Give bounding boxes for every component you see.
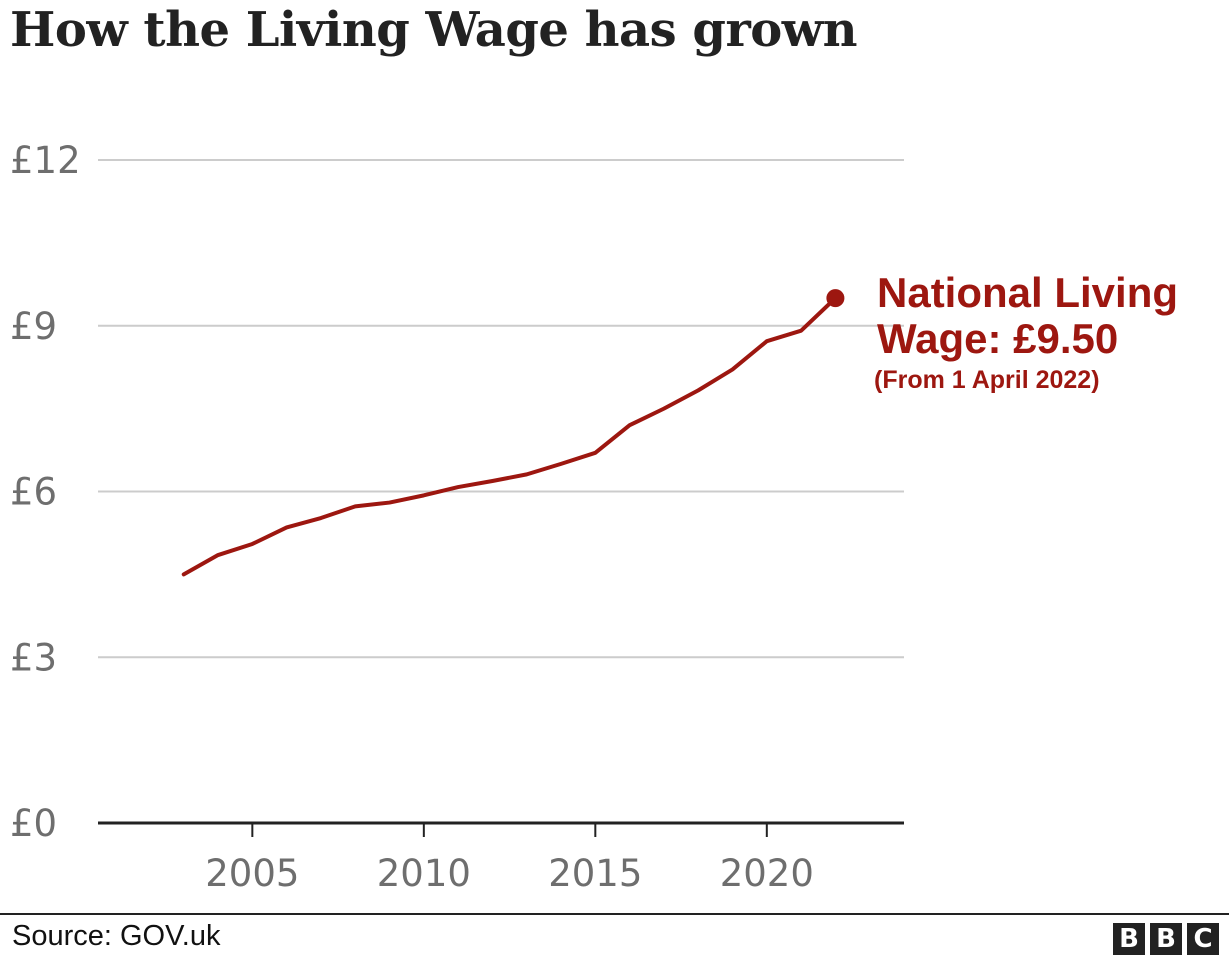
y-tick-label: £12 [10,139,81,182]
x-tick-label: 2005 [205,852,299,895]
bbc-logo: B B C [1113,923,1219,955]
x-tick-label: 2020 [720,852,814,895]
highlight-point [826,289,845,308]
footer-divider [0,913,1229,915]
highlight-annotation: National Living Wage: £9.50 [877,270,1178,362]
x-tick-label: 2010 [377,852,471,895]
logo-letter: B [1150,923,1182,955]
series-group [181,289,845,577]
y-tick-label: £6 [10,471,57,514]
y-tick-label: £0 [10,802,57,845]
annotation-line-2: Wage: £9.50 [877,315,1119,362]
x-axis-ticks: 2005 2010 2015 2020 [205,823,814,895]
source-label: Source: GOV.uk [12,920,221,952]
gridlines [98,159,904,825]
x-tick-label: 2015 [548,852,642,895]
series-line [181,296,838,577]
chart-title: How the Living Wage has grown [10,2,857,58]
logo-letter: C [1187,923,1219,955]
annotation-line-1: National Living [877,269,1179,316]
y-axis-ticks: £0 £3 £6 £9 £12 [10,139,81,845]
y-tick-label: £3 [10,636,57,679]
logo-letter: B [1113,923,1145,955]
y-tick-label: £9 [10,305,57,348]
annotation-note: (From 1 April 2022) [874,366,1100,394]
